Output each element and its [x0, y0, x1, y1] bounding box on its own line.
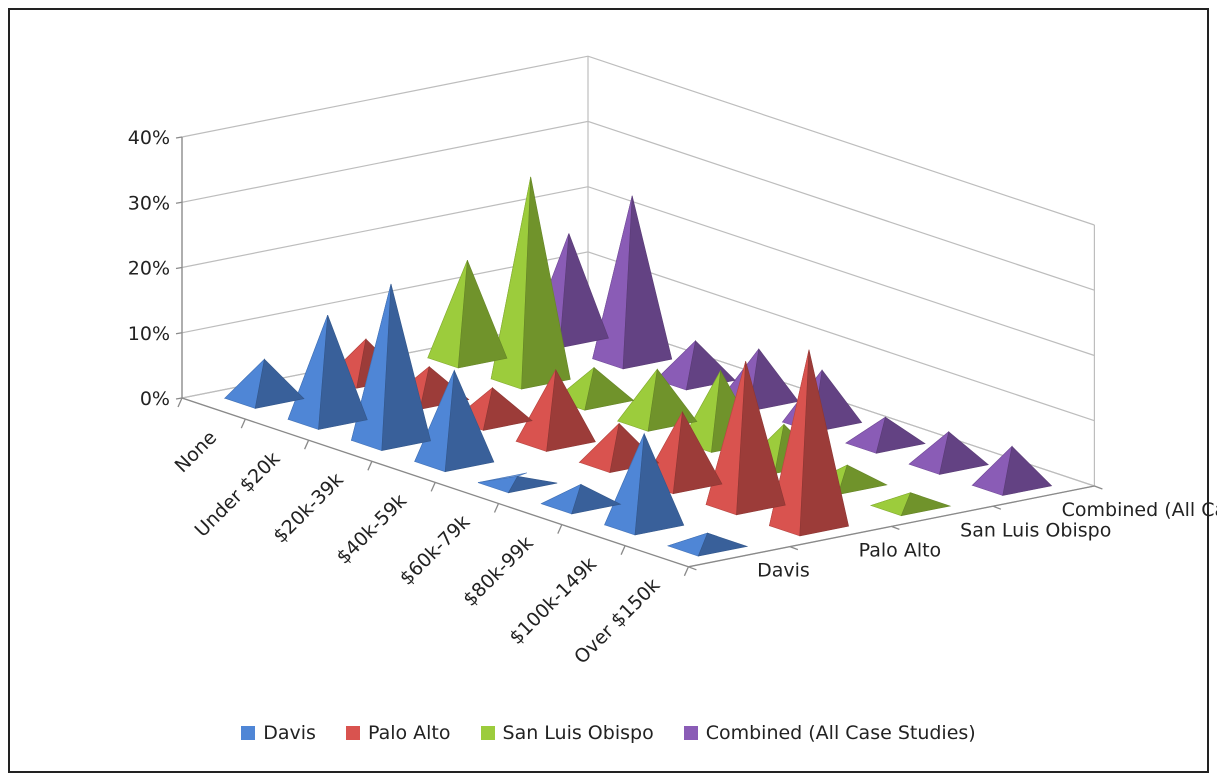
pyramid-bar — [666, 532, 749, 557]
legend-swatch — [683, 726, 698, 740]
depth-tick-mark — [992, 505, 1002, 510]
legend-swatch — [345, 726, 360, 740]
x-tick-mark — [620, 545, 626, 555]
pyramid-face-right — [559, 233, 609, 349]
series-label: San Luis Obispo — [960, 519, 1111, 541]
legend-swatch — [480, 726, 495, 740]
pyramid-face-right — [584, 367, 635, 411]
y-tick-label: 0% — [140, 388, 170, 410]
series-label: Combined (All Case Studies) — [1062, 499, 1217, 521]
pyramid-face-right — [457, 260, 508, 369]
legend-item: Palo Alto — [345, 722, 451, 744]
pyramid-face-right — [507, 475, 558, 494]
y-tick-label: 20% — [128, 258, 170, 280]
legend-label: Combined (All Case Studies) — [705, 722, 976, 744]
depth-tick-mark — [688, 566, 697, 571]
pyramid-face-right — [482, 387, 533, 431]
x-tick-label: $100k-149k — [505, 553, 601, 649]
pyramid-face-right — [900, 492, 952, 517]
legend-label: Palo Alto — [367, 722, 451, 744]
y-tick-mark — [175, 332, 183, 335]
pyramid-face-right — [799, 349, 849, 537]
pyramid-face-right — [546, 368, 596, 452]
legend-swatch — [241, 726, 256, 740]
pyramid-bar — [869, 492, 952, 517]
x-tick-mark — [304, 439, 310, 450]
pyramid-face-right — [1002, 445, 1053, 496]
pyramid-face-right — [697, 532, 749, 557]
pyramid-bar — [971, 445, 1053, 496]
y-tick-label: 40% — [128, 127, 170, 149]
depth-tick-mark — [789, 545, 799, 551]
y-tick-label: 10% — [128, 323, 170, 345]
x-tick-label: $20k-39k — [269, 469, 348, 548]
legend-label: San Luis Obispo — [502, 722, 654, 744]
x-tick-label: $40k-59k — [332, 490, 411, 569]
pyramid-face-right — [634, 433, 685, 536]
series-label: Davis — [757, 560, 810, 582]
pyramid-face-right — [736, 361, 786, 516]
gridline — [181, 55, 1095, 226]
x-tick-mark — [430, 482, 436, 492]
pyramid-face-right — [571, 483, 622, 515]
pyramid-bar — [592, 195, 673, 370]
y-tick-mark — [175, 201, 183, 204]
x-tick-label: Under $20k — [191, 448, 285, 542]
pyramid-face-right — [749, 348, 799, 412]
x-tick-mark — [240, 418, 246, 429]
x-tick-label: $80k-99k — [459, 532, 538, 611]
y-tick-label: 30% — [128, 192, 170, 214]
x-tick-mark — [177, 397, 183, 408]
x-tick-label: None — [171, 427, 222, 478]
pyramid-face-right — [672, 411, 723, 495]
pyramid-marks — [223, 176, 1053, 557]
y-tick-mark — [175, 397, 183, 400]
legend-item: Davis — [241, 722, 316, 744]
pyramid-bar — [490, 176, 571, 390]
x-tick-mark — [683, 566, 689, 577]
pyramid-face-right — [939, 431, 989, 475]
pyramid-bar — [616, 368, 698, 432]
chart-legend: Davis Palo Alto San Luis Obispo Combined (A… — [0, 722, 1217, 744]
series-label: Palo Alto — [859, 540, 942, 562]
x-tick-mark — [557, 524, 563, 534]
pyramid-face-right — [381, 283, 431, 451]
x-tick-label: $60k-79k — [396, 511, 475, 590]
legend-label: Davis — [263, 722, 316, 744]
x-tick-mark — [493, 503, 500, 513]
y-tick-mark — [175, 266, 183, 270]
pyramid-bar — [515, 368, 596, 452]
pyramid-bar — [287, 314, 368, 430]
pyramid-bar — [477, 472, 558, 494]
pyramid-face-right — [622, 195, 673, 370]
pyramid-face-right — [318, 314, 368, 430]
x-tick-label: Over $150k — [570, 574, 664, 668]
depth-tick-mark — [1094, 485, 1103, 490]
legend-item: Combined (All Case Studies) — [683, 722, 976, 744]
x-tick-mark — [367, 461, 373, 471]
pyramid-face-right — [875, 416, 926, 454]
pyramid-bar — [908, 431, 989, 475]
depth-tick-mark — [891, 525, 900, 531]
pyramid-face-right — [837, 464, 888, 495]
pyramid-bar — [540, 483, 622, 515]
legend-item: San Luis Obispo — [480, 722, 654, 744]
pyramid-bar — [223, 358, 305, 409]
pyramid-face-right — [444, 370, 495, 473]
pyramid-face-right — [254, 358, 305, 409]
pyramid-bar — [427, 260, 508, 369]
y-tick-mark — [175, 136, 183, 139]
pyramid-face-right — [521, 176, 571, 390]
pyramid-bar — [845, 416, 926, 454]
